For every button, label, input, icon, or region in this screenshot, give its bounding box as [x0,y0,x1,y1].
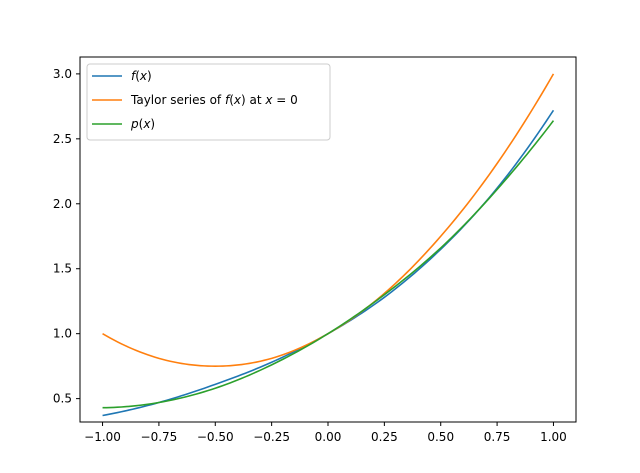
legend-box [86,63,331,141]
y-axis: 0.5 1.0 1.5 2.0 2.5 3.0 [53,67,80,406]
x-axis: −1.00 −0.75 −0.50 −0.25 0.00 0.25 0.50 0.75 1.00 [84,422,567,444]
x-tick-label: 1.00 [540,430,567,444]
x-tick-label: 0.00 [315,430,342,444]
series-line-2 [102,120,555,409]
y-tick-label: 2.0 [53,197,72,211]
y-tick-label: 1.0 [53,327,72,341]
series-line-0 [102,109,555,417]
x-tick-label: 0.25 [371,430,398,444]
y-tick-label: 1.5 [53,262,72,276]
x-tick-label: −0.25 [253,430,290,444]
x-tick-label: 0.75 [484,430,511,444]
y-tick-label: 2.5 [53,132,72,146]
x-tick-label: 0.50 [427,430,454,444]
legend-label-p: p(x) [130,117,155,131]
x-tick-label: −0.75 [141,430,178,444]
legend-label-f: f(x) [131,69,152,83]
legend-label-taylor: Taylor series of f(x) at x = 0 [130,93,298,107]
y-tick-label: 3.0 [53,67,72,81]
x-tick-label: −1.00 [84,430,121,444]
plot-lines [102,73,555,417]
y-tick-label: 0.5 [53,392,72,406]
x-tick-label: −0.50 [197,430,234,444]
legend: f(x) Taylor series of f(x) at x = 0 p(x) [86,63,331,141]
